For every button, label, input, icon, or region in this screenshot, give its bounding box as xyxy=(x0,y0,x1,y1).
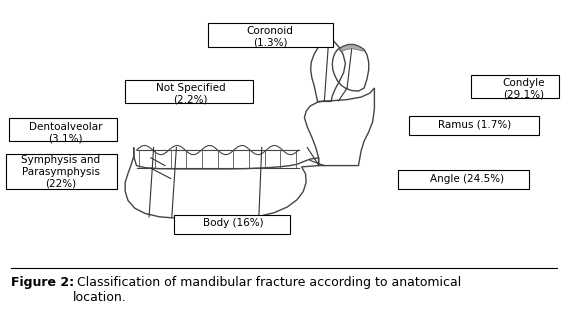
Text: Angle (24.5%): Angle (24.5%) xyxy=(430,173,504,183)
Text: Coronoid
(1.3%): Coronoid (1.3%) xyxy=(247,26,294,47)
Text: Dentoalveolar
(3.1%): Dentoalveolar (3.1%) xyxy=(28,122,102,143)
FancyBboxPatch shape xyxy=(409,117,539,135)
Text: Body (16%): Body (16%) xyxy=(203,218,263,228)
FancyBboxPatch shape xyxy=(208,23,333,47)
Text: Condyle
(29.1%): Condyle (29.1%) xyxy=(502,78,545,99)
Polygon shape xyxy=(339,44,364,52)
Text: Ramus (1.7%): Ramus (1.7%) xyxy=(439,119,512,129)
FancyBboxPatch shape xyxy=(398,170,529,189)
FancyBboxPatch shape xyxy=(6,154,117,190)
FancyBboxPatch shape xyxy=(9,118,117,141)
FancyBboxPatch shape xyxy=(174,215,290,234)
Text: Figure 2:: Figure 2: xyxy=(11,276,75,289)
FancyBboxPatch shape xyxy=(125,80,253,103)
Text: Symphysis and
Parasymphysis
(22%): Symphysis and Parasymphysis (22%) xyxy=(21,155,101,188)
Text: Classification of mandibular fracture according to anatomical
location.: Classification of mandibular fracture ac… xyxy=(73,276,461,304)
Text: Not Specified
(2.2%): Not Specified (2.2%) xyxy=(156,83,225,104)
FancyBboxPatch shape xyxy=(471,75,559,98)
